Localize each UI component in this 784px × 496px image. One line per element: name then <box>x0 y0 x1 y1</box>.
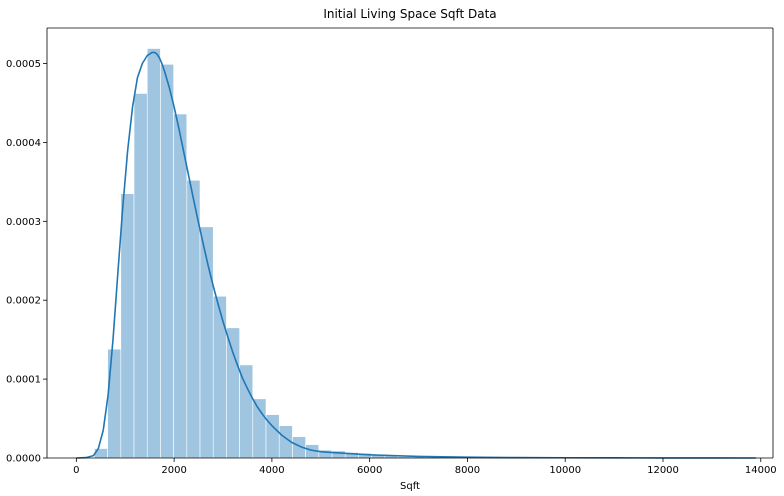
histogram-bar <box>173 113 188 459</box>
x-tick-label: 8000 <box>455 465 480 476</box>
histogram-bar <box>212 295 227 459</box>
x-tick-label: 6000 <box>357 465 382 476</box>
x-axis-label: Sqft <box>400 481 420 492</box>
y-tick-label: 0.0004 <box>6 138 41 149</box>
y-tick-label: 0.0002 <box>6 296 41 307</box>
histogram-bar <box>133 93 148 459</box>
histogram-bar <box>120 193 135 459</box>
x-tick-label: 4000 <box>259 465 284 476</box>
x-tick-label: 0 <box>73 465 79 476</box>
kde-layer <box>76 51 756 459</box>
axes-layer <box>46 27 774 459</box>
kde-density-line <box>76 51 756 459</box>
histogram-bar <box>160 63 174 459</box>
histogram-bar <box>146 48 161 459</box>
x-tick-label: 14000 <box>745 465 777 476</box>
y-tick-label: 0.0003 <box>6 217 41 228</box>
y-tick-label: 0.0000 <box>6 454 41 465</box>
x-axis-ticks: 0 2000 4000 6000 8000 10000 12000 14000 <box>73 458 777 476</box>
histogram-bar <box>226 327 240 459</box>
y-axis-ticks: 0.0000 0.0001 0.0002 0.0003 0.0004 0.0005 <box>6 59 47 465</box>
x-tick-label: 2000 <box>161 465 186 476</box>
histogram-bar <box>252 398 267 459</box>
y-tick-label: 0.0001 <box>6 375 41 386</box>
x-tick-label: 10000 <box>549 465 581 476</box>
bars-layer <box>94 48 478 459</box>
histogram-bar <box>107 348 122 459</box>
x-tick-label: 12000 <box>647 465 679 476</box>
histogram-bar <box>239 364 254 459</box>
y-tick-label: 0.0005 <box>6 59 41 70</box>
chart-title: Initial Living Space Sqft Data <box>323 7 496 21</box>
